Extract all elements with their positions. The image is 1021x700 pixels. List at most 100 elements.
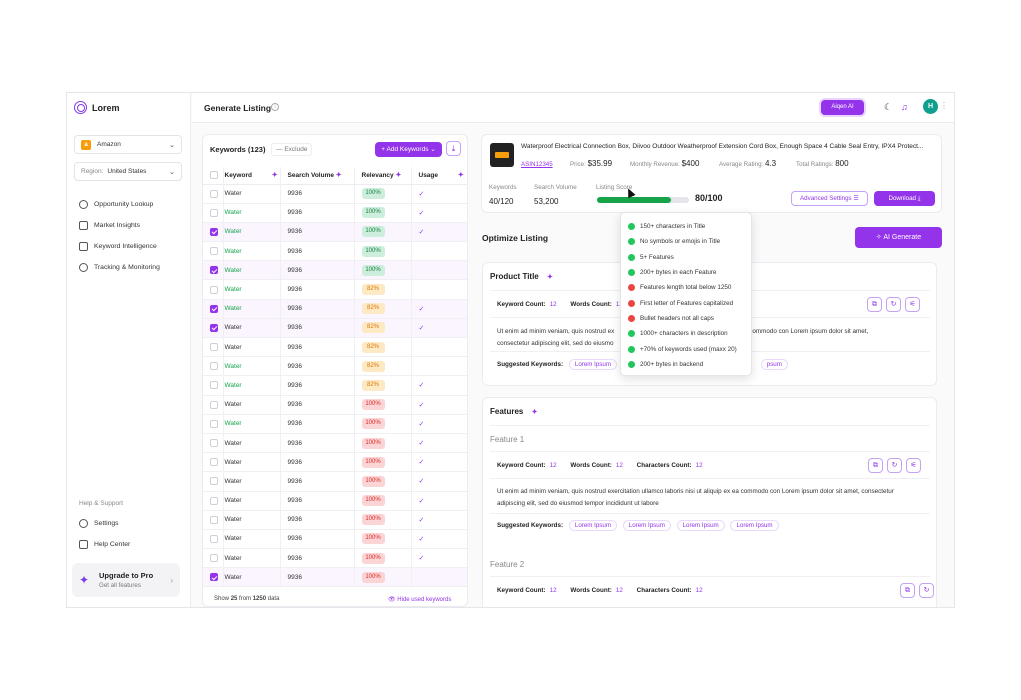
- keyword-tag[interactable]: Lorem Ipsum: [568, 520, 617, 531]
- nav-keyword-intelligence[interactable]: Keyword Intelligence: [79, 242, 157, 251]
- refresh-icon[interactable]: ↻: [887, 458, 902, 473]
- table-row[interactable]: Water 9936 100% ✓: [203, 529, 467, 550]
- row-checkbox[interactable]: [210, 573, 218, 582]
- copy-icon[interactable]: ⧉: [900, 583, 915, 598]
- keyword-tag[interactable]: psum: [760, 359, 788, 370]
- table-row[interactable]: Water 9936 100% ✓: [203, 184, 467, 204]
- row-checkbox[interactable]: [210, 266, 218, 275]
- row-checkbox[interactable]: [210, 343, 218, 352]
- table-row[interactable]: Water 9936 82%: [203, 279, 467, 300]
- col-search-volume[interactable]: Search Volume ✦: [280, 167, 355, 185]
- copy-icon[interactable]: ⧉: [867, 297, 882, 312]
- upgrade-card[interactable]: ✦ Upgrade to Pro Get all features ›: [72, 563, 180, 597]
- table-row[interactable]: Water 9936 100% ✓: [203, 203, 467, 223]
- row-checkbox[interactable]: [210, 439, 218, 448]
- row-checkbox[interactable]: [210, 515, 218, 524]
- feature-1-text[interactable]: Ut enim ad minim veniam, quis nostrud ex…: [497, 486, 931, 510]
- table-row[interactable]: Water 9936 100%: [203, 260, 467, 281]
- table-row[interactable]: Water 9936 100% ✓: [203, 548, 467, 569]
- table-row[interactable]: Water 9936 100%: [203, 241, 467, 262]
- avatar[interactable]: H: [923, 99, 938, 114]
- col-keyword[interactable]: Keyword ✦: [223, 167, 281, 185]
- table-row[interactable]: Water 9936 100% ✓: [203, 491, 467, 511]
- nav-market-insights[interactable]: Market Insights: [79, 221, 140, 230]
- chars-count-value: 12: [695, 587, 703, 594]
- row-checkbox[interactable]: [210, 554, 218, 563]
- volume-stat-value: 53,200: [534, 197, 559, 206]
- brand[interactable]: Lorem: [74, 101, 120, 114]
- col-usage[interactable]: Usage ✦: [411, 167, 467, 185]
- table-row[interactable]: Water 9936 82% ✓: [203, 299, 467, 319]
- row-checkbox[interactable]: [210, 323, 218, 332]
- refresh-icon[interactable]: ↻: [886, 297, 901, 312]
- table-row[interactable]: Water 9936 100% ✓: [203, 414, 467, 434]
- row-checkbox[interactable]: [210, 304, 218, 313]
- row-checkbox[interactable]: [210, 419, 218, 428]
- row-checkbox[interactable]: [210, 381, 218, 390]
- add-keywords-button[interactable]: + Add Keywords ⌄: [375, 142, 442, 157]
- nav-opportunity-lookup[interactable]: Opportunity Lookup: [79, 200, 153, 209]
- footer-total: 1250: [252, 596, 267, 602]
- magic-wand-icon[interactable]: ⚟: [905, 297, 920, 312]
- col-relevancy[interactable]: Relevancy ✦: [354, 167, 412, 185]
- marketplace-select[interactable]: a Amazon ⌄: [74, 135, 182, 154]
- advanced-settings-button[interactable]: Advanced Settings ☰: [791, 191, 868, 206]
- row-checkbox[interactable]: [210, 227, 218, 236]
- words-count-label: Words Count:: [570, 587, 612, 594]
- table-row[interactable]: Water 9936 100% ✓: [203, 433, 467, 454]
- check-icon: ✓: [418, 497, 425, 505]
- nav-tracking-monitoring[interactable]: Tracking & Monitoring: [79, 263, 160, 272]
- table-row[interactable]: Water 9936 100% ✓: [203, 452, 467, 473]
- keyword-tag[interactable]: Lorem Ipsum: [730, 520, 779, 531]
- hide-used-keywords[interactable]: 👁 Hide used keywords: [388, 597, 452, 603]
- table-row[interactable]: Water 9936 82%: [203, 337, 467, 358]
- refresh-icon[interactable]: ↻: [919, 583, 934, 598]
- document-icon: [79, 242, 88, 251]
- row-checkbox[interactable]: [210, 208, 218, 217]
- row-checkbox[interactable]: [210, 285, 218, 294]
- ai-button[interactable]: Aiqen AI: [821, 100, 864, 115]
- keywords-stat-label: Keywords: [489, 184, 517, 191]
- keyword-cell: Water: [223, 279, 281, 300]
- table-row[interactable]: Water 9936 82% ✓: [203, 375, 467, 396]
- asin-link[interactable]: ASIN12345: [521, 161, 553, 168]
- more-icon[interactable]: ⋮: [940, 101, 948, 110]
- download-button[interactable]: Download ⤓: [874, 191, 935, 206]
- row-checkbox[interactable]: [210, 496, 218, 505]
- copy-icon[interactable]: ⧉: [868, 458, 883, 473]
- checklist-item: +70% of keywords used (maxx 20): [628, 341, 744, 356]
- region-select[interactable]: Region: United States ⌄: [74, 162, 182, 181]
- table-row[interactable]: Water 9936 82% ✓: [203, 318, 467, 339]
- table-row[interactable]: Water 9936 100%: [203, 567, 467, 588]
- table-row[interactable]: Water 9936 82%: [203, 356, 467, 377]
- keyword-cell: Water: [223, 337, 281, 358]
- keyword-tag[interactable]: Lorem Ipsum: [622, 520, 671, 531]
- magic-wand-icon[interactable]: ⚟: [906, 458, 921, 473]
- bell-icon[interactable]: ♫: [901, 102, 908, 112]
- nav-settings[interactable]: Settings: [79, 519, 119, 528]
- table-row[interactable]: Water 9936 100% ✓: [203, 510, 467, 530]
- exclude-button[interactable]: — Exclude: [271, 143, 313, 156]
- table-row[interactable]: Water 9936 100% ✓: [203, 222, 467, 243]
- moon-icon[interactable]: ☾: [884, 102, 893, 112]
- info-icon[interactable]: i: [271, 103, 279, 111]
- download-icon[interactable]: ⤓: [446, 141, 461, 156]
- title-text[interactable]: Ut enim ad minim veniam, quis nostrud ex…: [497, 326, 927, 350]
- table-row[interactable]: Water 9936 100% ✓: [203, 471, 467, 492]
- feature-1-title: Feature 1: [490, 435, 525, 444]
- keyword-tag[interactable]: Lorem Ipsum: [676, 520, 725, 531]
- row-checkbox[interactable]: [210, 534, 218, 543]
- row-checkbox[interactable]: [210, 477, 218, 486]
- row-checkbox[interactable]: [210, 189, 218, 198]
- keyword-text: Water: [224, 209, 242, 217]
- select-all-checkbox[interactable]: [210, 171, 218, 180]
- nav-help-center[interactable]: Help Center: [79, 540, 130, 549]
- row-checkbox[interactable]: [210, 362, 218, 371]
- table-row[interactable]: Water 9936 100% ✓: [203, 395, 467, 415]
- row-checkbox[interactable]: [210, 400, 218, 409]
- keyword-tag[interactable]: Lorem Ipsum: [568, 359, 617, 370]
- row-checkbox[interactable]: [210, 247, 218, 256]
- row-select-cell: [203, 375, 224, 396]
- row-checkbox[interactable]: [210, 458, 218, 467]
- ai-generate-button[interactable]: ✧ AI Generate: [855, 227, 942, 248]
